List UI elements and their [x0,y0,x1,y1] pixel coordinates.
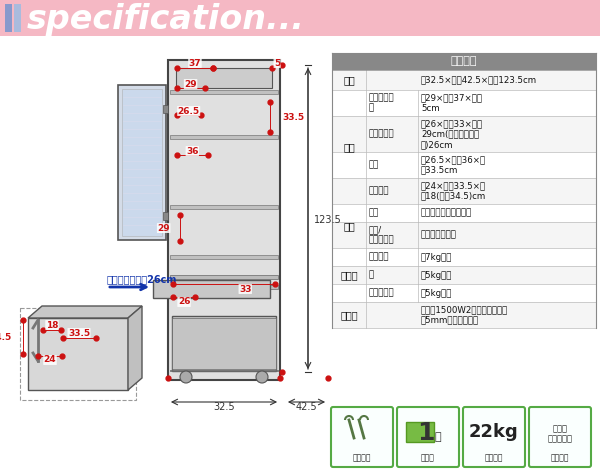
Text: 梱包数: 梱包数 [421,454,435,463]
Text: 梱包重量: 梱包重量 [485,454,503,463]
Bar [332,204,596,222]
Text: 26: 26 [178,298,190,307]
Text: 前板/
スライド板: 前板/ スライド板 [369,225,395,245]
Bar [163,105,168,113]
Text: スライド引き幅26cm: スライド引き幅26cm [107,274,178,284]
Text: 個: 個 [434,432,442,442]
Text: 約7kg以下: 約7kg以下 [421,253,452,262]
Bar [170,135,278,139]
Text: プリント紙化粧繊維板: プリント紙化粧繊維板 [421,209,472,218]
Text: 幅29×奥行37×高さ
5cm: 幅29×奥行37×高さ 5cm [421,93,483,113]
Text: 18: 18 [46,320,58,329]
Text: 幅26×奥行33×高さ
29cm(スライド引き
幅)26cm: 幅26×奥行33×高さ 29cm(スライド引き 幅)26cm [421,119,483,149]
Text: 29: 29 [184,80,197,89]
Bar [332,248,596,266]
Bar [172,316,276,371]
Text: 26.5: 26.5 [178,107,200,116]
Bar [163,212,168,220]
Bar [168,60,280,380]
Polygon shape [128,306,142,390]
Text: 1: 1 [417,421,435,445]
Circle shape [256,371,268,383]
Text: 本体: 本体 [369,209,379,218]
Bar [332,266,596,284]
Text: 必要工具: 必要工具 [551,454,569,463]
Bar [332,222,596,248]
Bar [14,4,21,32]
Text: 引き出し: 引き出し [369,186,389,195]
Bar [332,90,596,116]
Text: 33.5: 33.5 [68,328,90,337]
Circle shape [180,371,192,383]
Text: 幅24×奥行33.5×高
さ18(有効34.5)cm: 幅24×奥行33.5×高 さ18(有効34.5)cm [421,181,486,201]
Text: 42.5: 42.5 [296,402,317,412]
Text: 32.5: 32.5 [213,402,235,412]
Text: 外寸: 外寸 [343,75,355,85]
Bar [20,308,136,400]
Text: ・合計1500W2口コンセント付
・5mm厚強化ガラス: ・合計1500W2口コンセント付 ・5mm厚強化ガラス [421,305,508,325]
Bar [332,302,596,328]
Bar [28,318,128,390]
Text: 扉内: 扉内 [369,161,379,170]
Bar [332,284,596,302]
Text: 33.5: 33.5 [282,113,304,121]
Text: 引き出し: 引き出し [369,253,389,262]
FancyBboxPatch shape [529,407,591,467]
Text: 37: 37 [188,58,201,67]
Bar [172,318,276,369]
Text: 材質: 材質 [343,221,355,231]
Text: 組み立て: 組み立て [353,454,371,463]
Text: 22kg: 22kg [469,423,519,441]
Bar [170,275,278,279]
Bar [0,0,600,36]
Text: プラス: プラス [553,425,568,434]
Bar [5,4,12,32]
Text: 5: 5 [274,58,280,67]
Bar [153,280,270,298]
Text: スライド棚: スライド棚 [369,289,395,298]
Bar [332,70,596,90]
Bar [332,116,596,152]
Bar [170,255,278,259]
Bar [332,178,596,204]
Text: オープン部
上: オープン部 上 [369,93,395,113]
Text: 約5kg以下: 約5kg以下 [421,289,452,298]
Bar [170,285,278,289]
Bar [170,205,278,209]
Bar [406,422,434,442]
Bar [118,85,166,240]
Text: 24: 24 [44,356,56,365]
Text: 内寸: 内寸 [343,142,355,152]
Bar [332,53,596,70]
FancyBboxPatch shape [331,407,393,467]
Bar [170,90,278,94]
FancyBboxPatch shape [397,407,459,467]
Text: 33: 33 [239,284,251,293]
Text: 29: 29 [157,224,170,233]
Text: 34.5: 34.5 [0,332,12,341]
Text: ドライバー: ドライバー [548,435,572,444]
Polygon shape [28,306,142,318]
Bar [122,89,162,236]
Text: 棚: 棚 [369,271,374,280]
Text: 36: 36 [186,146,199,155]
Text: 幅26.5×奥行36×高
さ33.5cm: 幅26.5×奥行36×高 さ33.5cm [421,155,486,175]
Bar [176,68,272,88]
Text: 商品詳細: 商品詳細 [451,56,477,66]
Bar [170,370,278,371]
Bar [332,152,596,178]
Text: 耐荷重: 耐荷重 [340,270,358,280]
Text: 約5kg以下: 約5kg以下 [421,271,452,280]
Text: その他: その他 [340,310,358,320]
Text: specification...: specification... [27,2,305,36]
Text: 塩ビ化粧繊維板: 塩ビ化粧繊維板 [421,230,457,239]
Text: 123.5: 123.5 [314,215,342,225]
Text: スライド部: スライド部 [369,129,395,138]
Text: 幅32.5×奥行42.5×高さ123.5cm: 幅32.5×奥行42.5×高さ123.5cm [421,75,537,84]
FancyBboxPatch shape [463,407,525,467]
